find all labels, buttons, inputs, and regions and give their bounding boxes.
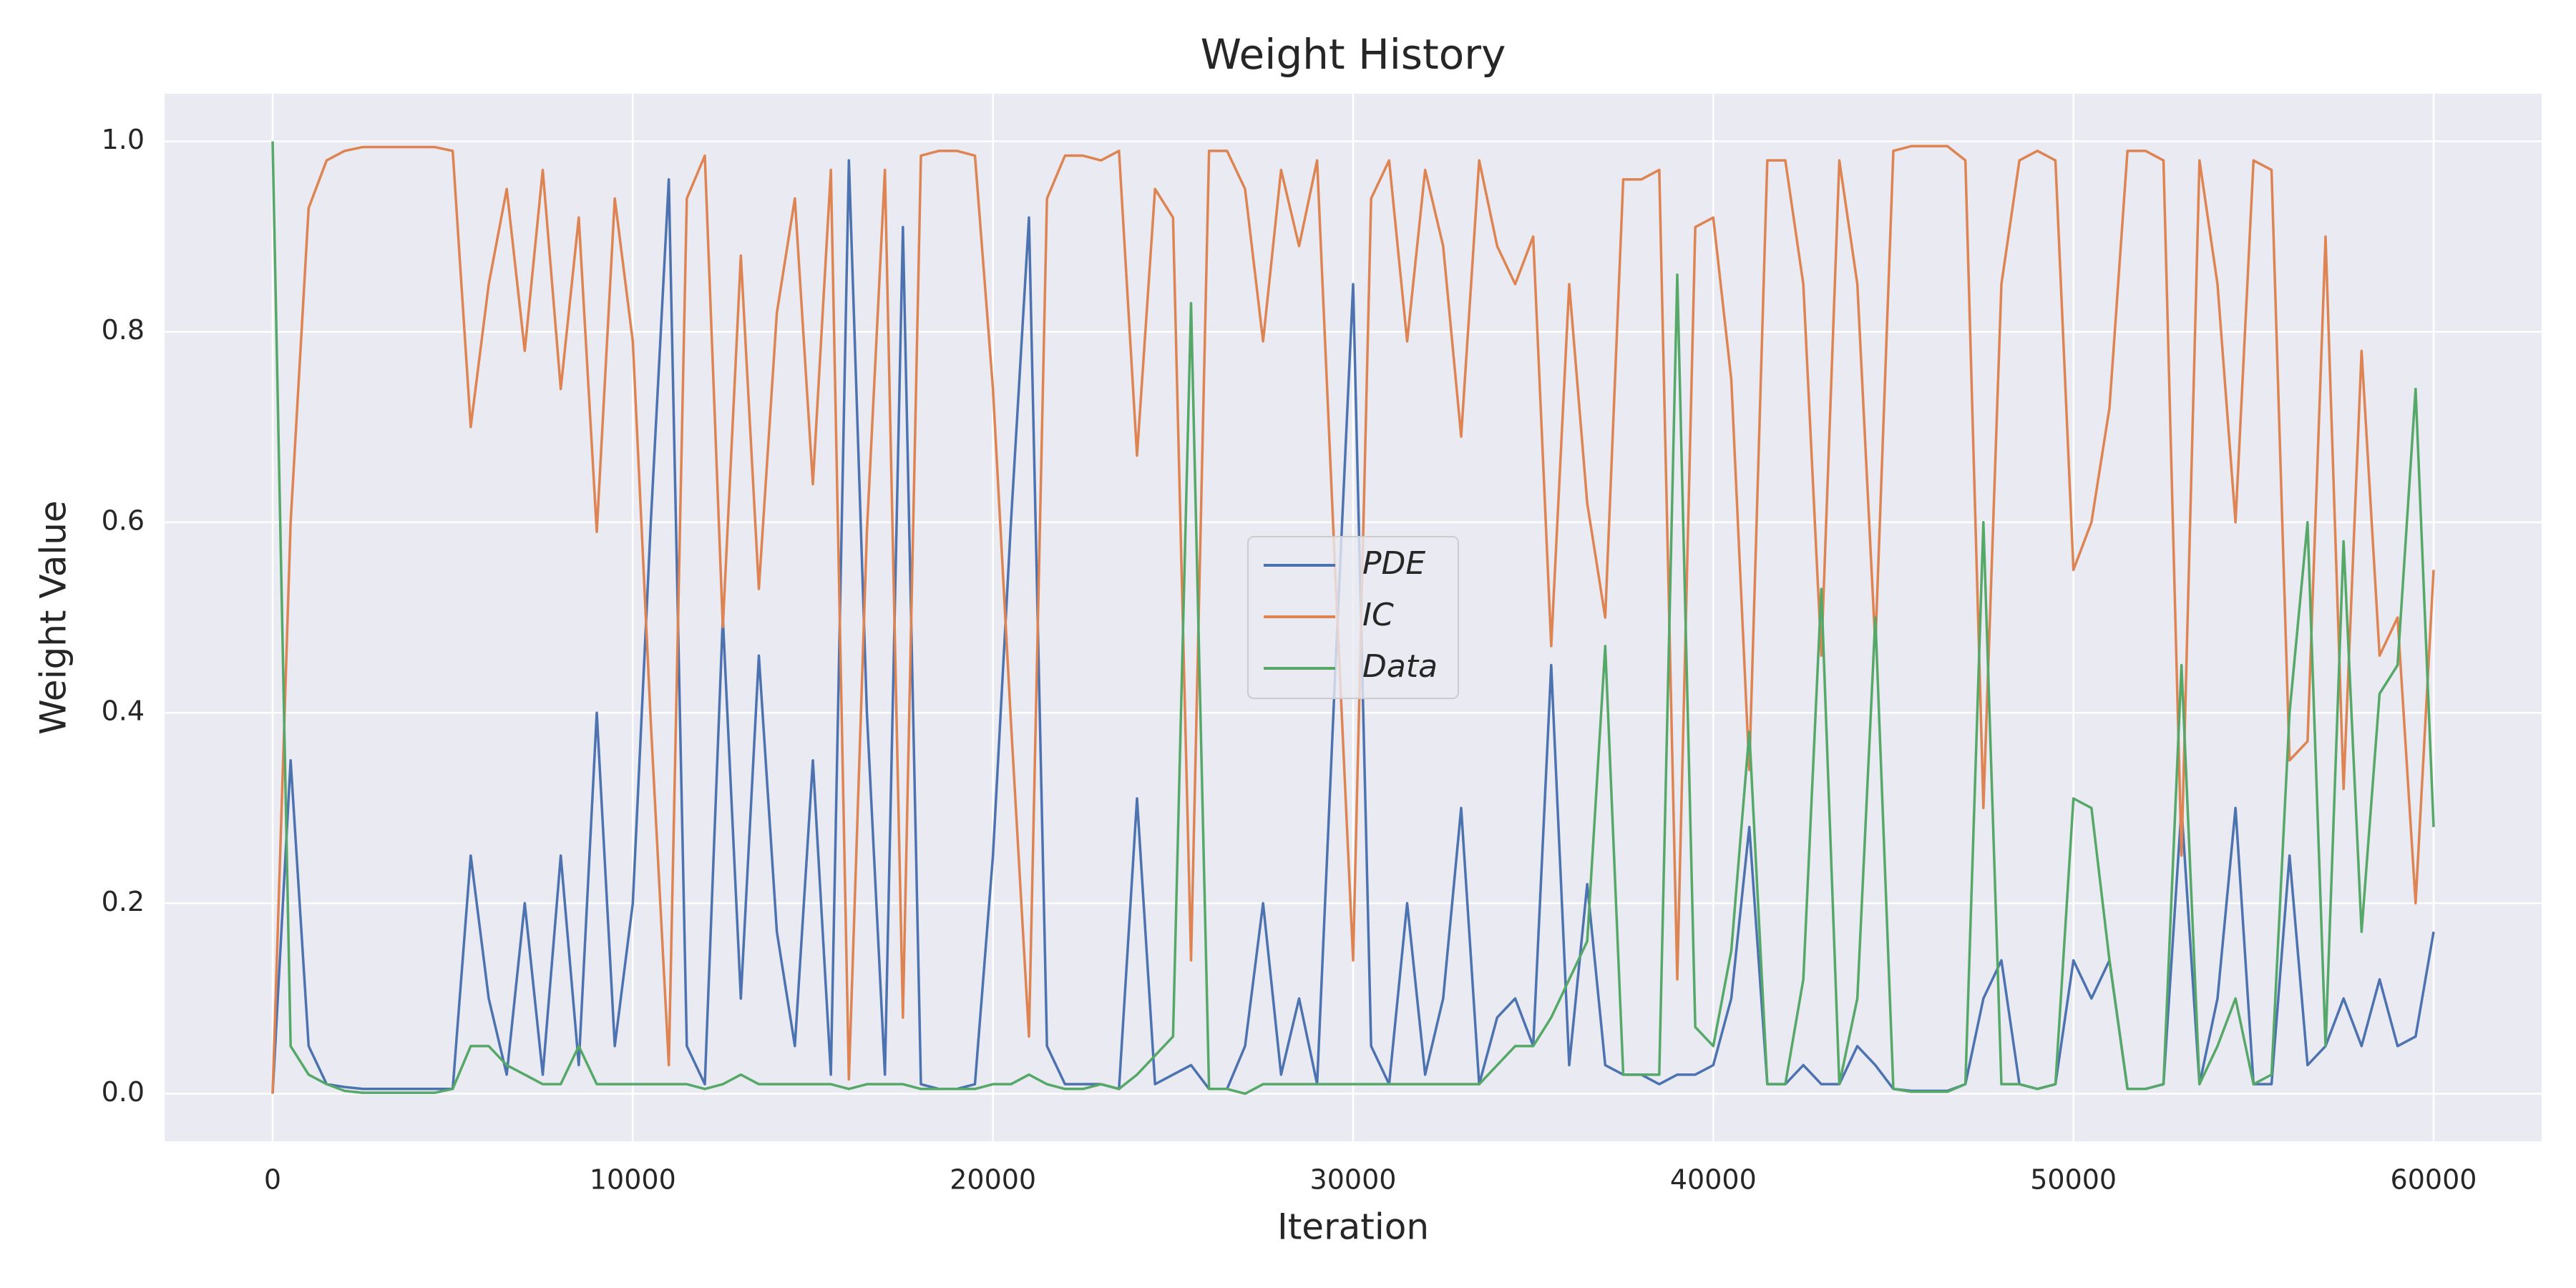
y-tick-label: 0.0 [102, 1076, 145, 1108]
x-tick-label: 60000 [2391, 1164, 2477, 1196]
series-line [271, 159, 2435, 1094]
x-tick-label: 50000 [2030, 1164, 2117, 1196]
y-tick-label: 1.0 [102, 124, 145, 155]
series-line [271, 141, 2435, 1096]
legend: PDE IC Data [1247, 536, 1459, 699]
legend-label: IC [1362, 597, 1394, 633]
x-tick-label: 40000 [1670, 1164, 1757, 1196]
y-tick-label: 0.2 [102, 886, 145, 917]
x-tick-label: 0 [264, 1164, 281, 1196]
y-tick-label: 0.8 [102, 314, 145, 346]
legend-box [1247, 536, 1459, 699]
x-tick-label: 30000 [1310, 1164, 1397, 1196]
series-line [271, 145, 2435, 1094]
x-tick-label: 10000 [590, 1164, 676, 1196]
x-tick-label: 20000 [950, 1164, 1036, 1196]
chart-title: Weight History [1201, 30, 1506, 79]
x-axis-label: Iteration [1277, 1206, 1429, 1248]
y-tick-label: 0.4 [102, 696, 145, 727]
lines [271, 141, 2435, 1096]
legend-label: Data [1362, 648, 1438, 685]
legend-label: PDE [1362, 545, 1425, 582]
y-tick-label: 0.6 [102, 504, 145, 536]
y-axis-label: Weight Value [33, 500, 74, 734]
